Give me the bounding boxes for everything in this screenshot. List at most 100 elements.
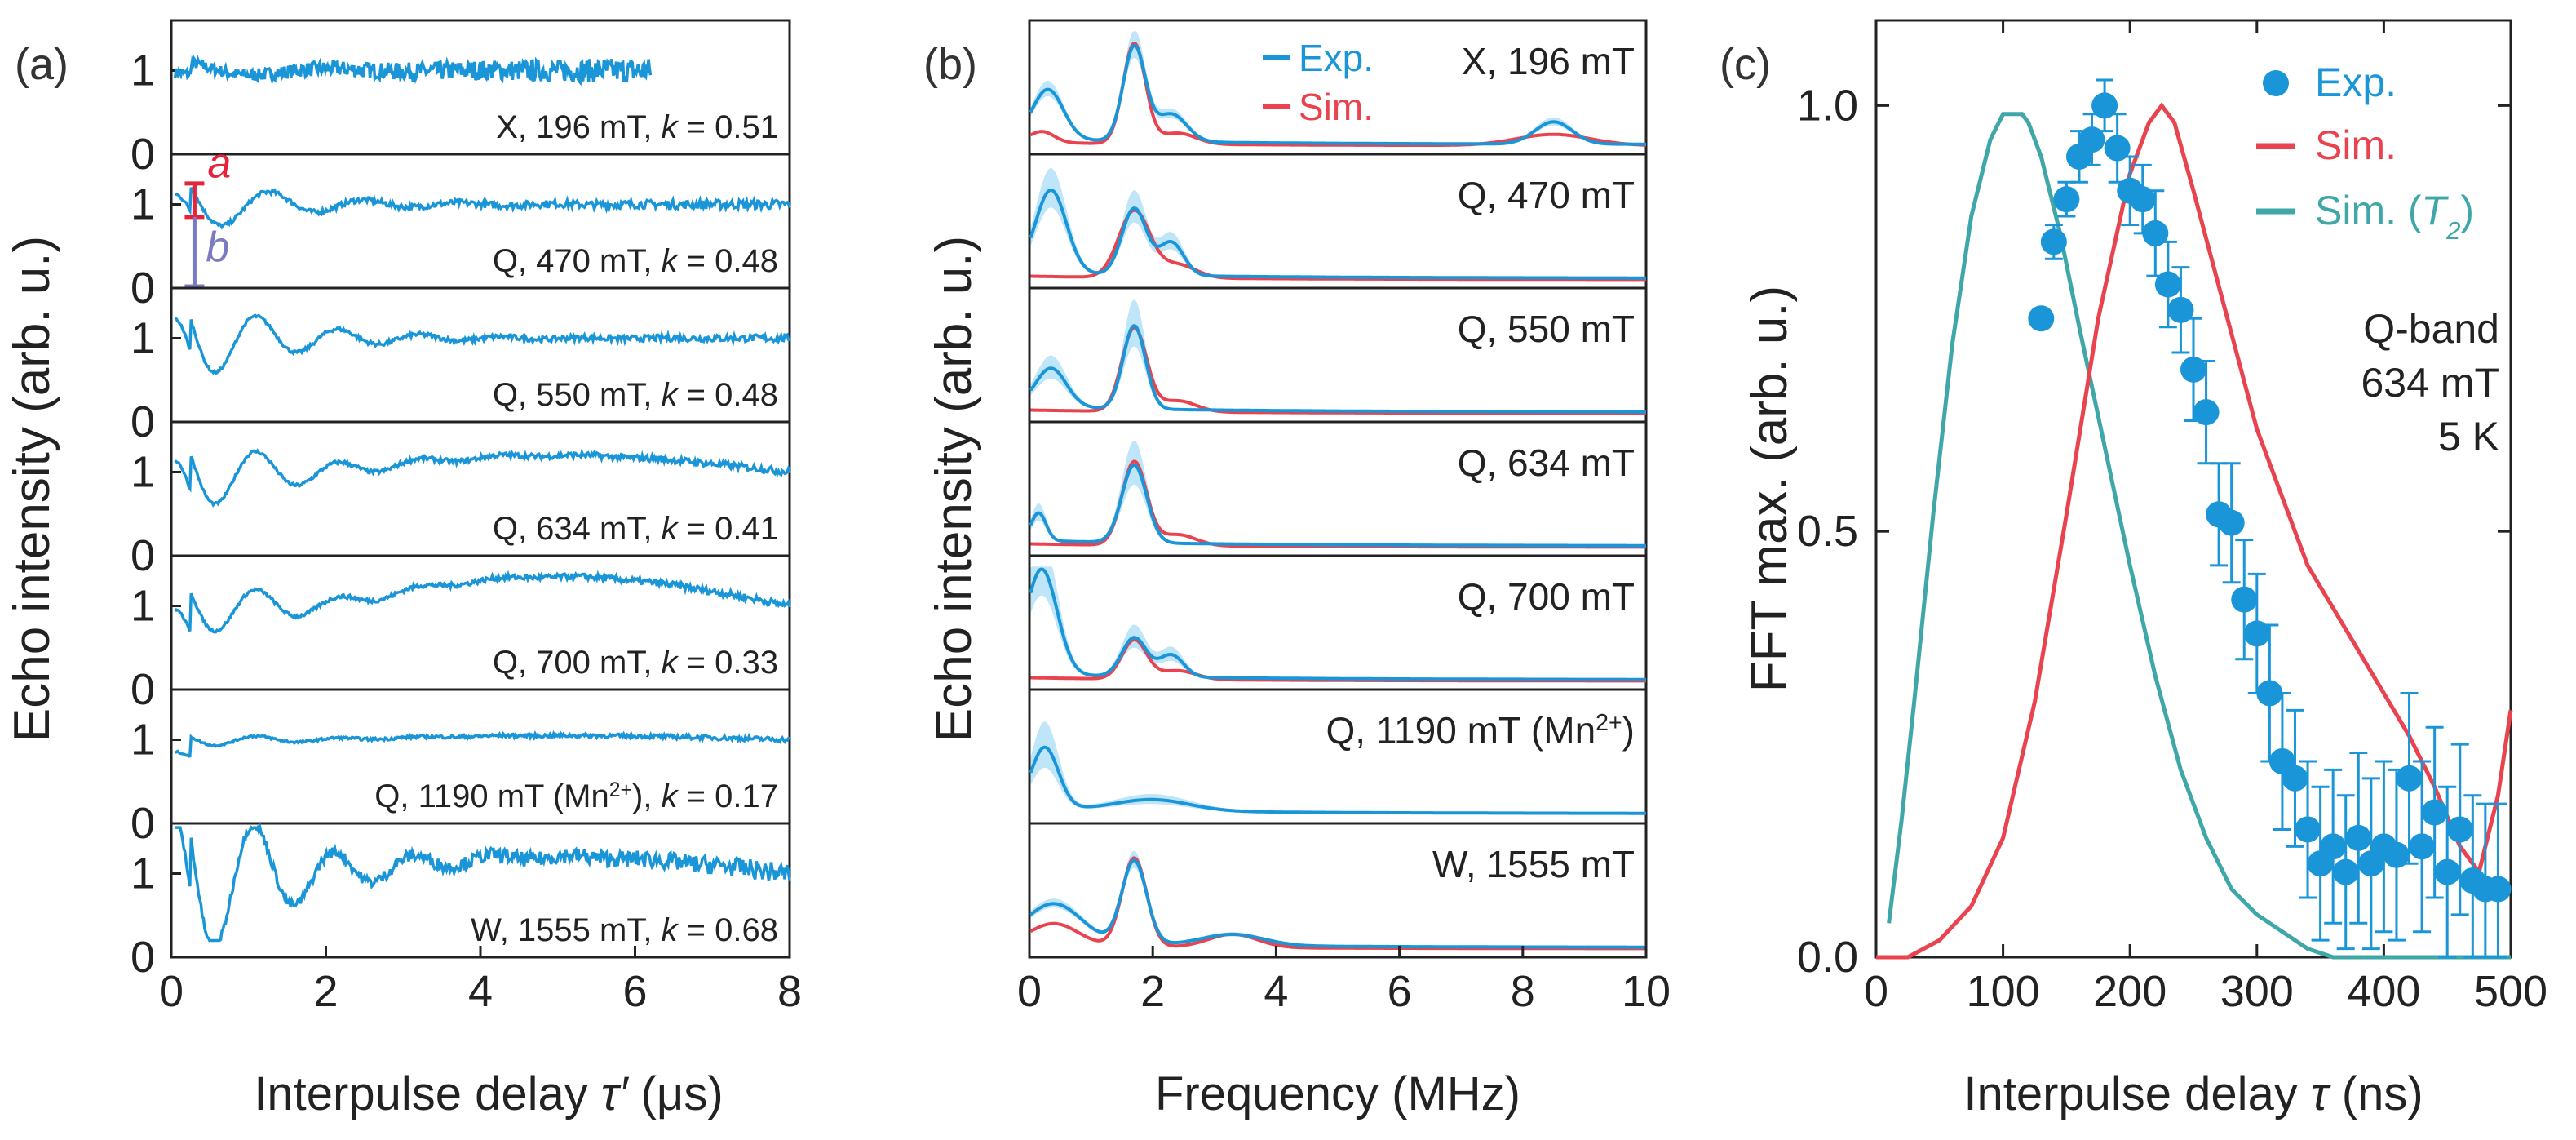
trace-a-1: [175, 187, 791, 230]
exp-point: [2028, 305, 2055, 332]
exp-point: [2295, 816, 2321, 843]
x-axis-label-b: Frequency (MHz): [1155, 1067, 1520, 1120]
y-tick-label: 1: [131, 314, 155, 363]
subplot-a-label-1: Q, 470 mT, k = 0.48: [493, 243, 778, 279]
y-tick-label: 0: [131, 799, 155, 848]
exp-line-b-2: [1029, 324, 1646, 414]
exp-line-b-5: [1029, 745, 1646, 815]
exp-point: [2485, 876, 2512, 903]
annotation-c-line-0: Q-band: [2363, 306, 2499, 352]
y-tick-label: 0: [131, 531, 155, 580]
x-tick-label: 8: [777, 967, 802, 1016]
exp-point: [2320, 833, 2347, 860]
y-tick-label: 0.5: [1797, 507, 1858, 556]
subplot-b-label-4: Q, 700 mT: [1458, 575, 1635, 618]
exp-point: [2180, 356, 2206, 383]
x-tick-label: 4: [1264, 967, 1288, 1016]
y-axis-label-c: FFT max. (arb. u.): [1742, 286, 1798, 692]
annotation-c-line-2: 5 K: [2438, 414, 2499, 459]
exp-point: [2078, 126, 2105, 153]
subplot-b-label-6: W, 1555 mT: [1432, 843, 1635, 885]
subplot-b-frame: [1028, 822, 1648, 959]
panel-c-label: (c): [1720, 40, 1771, 89]
exp-point: [2434, 858, 2461, 885]
y-tick-label: 1: [131, 47, 155, 95]
subplot-a-label-3: Q, 634 mT, k = 0.41: [493, 511, 778, 547]
y-tick-label: 0: [131, 933, 155, 982]
subplot-a-label-4: Q, 700 mT, k = 0.33: [493, 645, 778, 681]
legend-c-label-2: Sim. (T2): [2315, 188, 2474, 245]
exp-point: [2256, 680, 2283, 707]
subplot-b-label-3: Q, 634 mT: [1458, 441, 1635, 484]
trace-a-5: [175, 730, 790, 758]
x-tick-label: 200: [2093, 967, 2167, 1016]
subplot-a-label-6: W, 1555 mT, k = 0.68: [471, 912, 778, 948]
exp-point: [2142, 220, 2169, 246]
x-tick-label: 0: [1017, 967, 1042, 1016]
exp-point: [2104, 135, 2131, 162]
annotation-a-label: a: [207, 140, 231, 188]
trace-a-3: [174, 448, 791, 508]
y-tick-label: 1: [131, 716, 155, 765]
exp-point: [2421, 799, 2448, 826]
exp-point: [2193, 399, 2220, 426]
exp-point: [2383, 841, 2410, 868]
x-tick-label: 8: [1511, 967, 1535, 1016]
y-tick-label: 0: [131, 264, 155, 313]
legend-c-label-1: Sim.: [2315, 122, 2397, 168]
exp-point: [2218, 509, 2245, 536]
exp-line-b-1: [1029, 188, 1646, 280]
y-tick-label: 0: [131, 665, 155, 714]
panel-b: (b) X, 196 mT Q, 470 mT Q, 550 mT Q, 634 mT Q…: [923, 19, 1671, 1120]
exp-point: [2409, 833, 2436, 860]
x-tick-label: 500: [2474, 967, 2547, 1016]
trace-a-0: [173, 54, 653, 86]
exp-point: [2282, 765, 2308, 792]
exp-point: [2446, 816, 2473, 843]
x-tick-label: 0: [1864, 967, 1888, 1016]
plot-c-frame: [1874, 19, 2512, 959]
legend-b-label-1: Sim.: [1299, 86, 1374, 128]
sim-line-b-0: [1029, 41, 1647, 147]
x-tick-label: 2: [313, 967, 338, 1016]
exp-line-b-3: [1029, 463, 1646, 548]
exp-line-b-4: [1029, 567, 1646, 681]
x-tick-label: 2: [1140, 967, 1165, 1016]
trace-a-4: [174, 570, 791, 634]
x-tick-label: 6: [1388, 967, 1412, 1016]
panel-a-label: (a): [15, 40, 69, 89]
panel-c: (c) 0 100 200 300 400 500 0.0 0.5 1.0 Exp. Sim. Sim.…: [1720, 19, 2547, 1120]
subplot-a-label-0: X, 196 mT, k = 0.51: [496, 109, 778, 145]
exp-point: [2396, 765, 2423, 792]
x-axis-label-c: Interpulse delay τ (ns): [1963, 1067, 2423, 1120]
exp-point: [2091, 92, 2118, 119]
x-tick-label: 100: [1967, 967, 2040, 1016]
y-tick-label: 0.0: [1797, 933, 1858, 982]
exp-point: [2053, 186, 2080, 213]
x-axis-label-a: Interpulse delay τ′ (μs): [254, 1067, 723, 1120]
annotation-c-line-1: 634 mT: [2361, 360, 2499, 406]
exp-point: [2040, 228, 2067, 255]
trace-a-6: [175, 822, 791, 943]
exp-point: [2167, 296, 2194, 323]
subplot-b-label-1: Q, 470 mT: [1458, 174, 1635, 216]
legend-b-label-0: Exp.: [1299, 37, 1374, 79]
exp-point: [2231, 586, 2258, 613]
y-tick-label: 1: [131, 849, 155, 898]
exp-point: [2243, 620, 2270, 647]
sim-t2-curve: [1887, 112, 2511, 960]
annotation-b-label: b: [206, 224, 229, 271]
y-axis-label-a: Echo intensity (arb. u.): [4, 236, 60, 742]
x-tick-label: 4: [468, 967, 493, 1016]
subplot-a-label-5: Q, 1190 mT (Mn2+), k = 0.17: [374, 778, 778, 814]
x-tick-label: 400: [2347, 967, 2420, 1016]
panel-b-label: (b): [923, 40, 977, 89]
exp-line-b-0: [1029, 43, 1646, 146]
x-tick-label: 6: [622, 967, 647, 1016]
exp-point: [2332, 858, 2359, 885]
subplot-b-label-5: Q, 1190 mT (Mn2+): [1326, 709, 1635, 752]
sim-curve: [1876, 102, 2513, 960]
x-tick-label: 0: [159, 967, 184, 1016]
trace-a-2: [174, 313, 791, 375]
